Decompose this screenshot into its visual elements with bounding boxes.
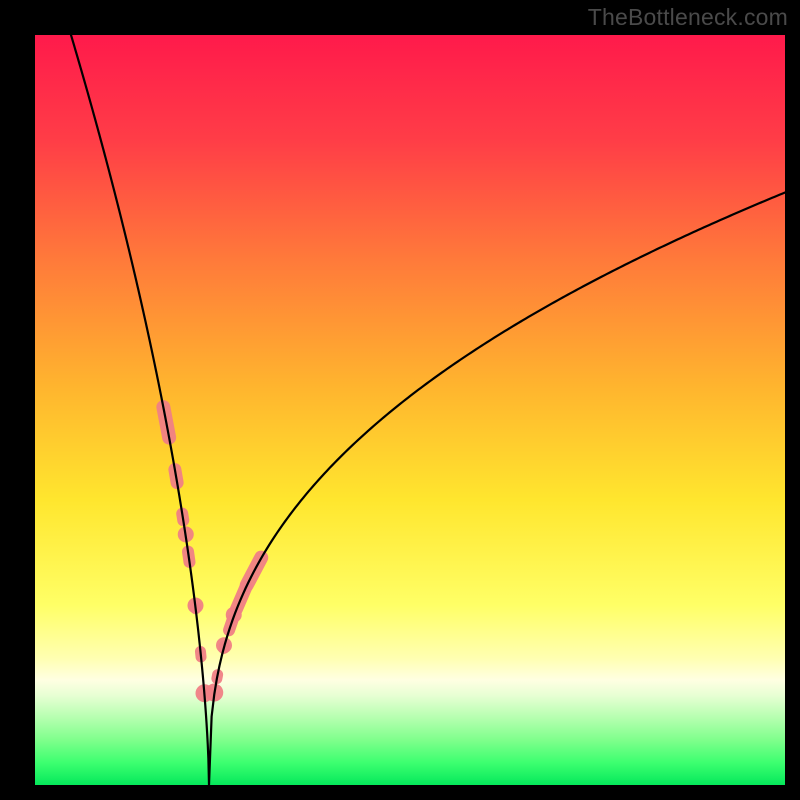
watermark-text: TheBottleneck.com: [588, 4, 788, 31]
border-left: [0, 0, 35, 800]
border-bottom: [0, 785, 800, 800]
border-right: [785, 0, 800, 800]
figure-root: TheBottleneck.com: [0, 0, 800, 800]
gradient-fill: [35, 35, 785, 785]
